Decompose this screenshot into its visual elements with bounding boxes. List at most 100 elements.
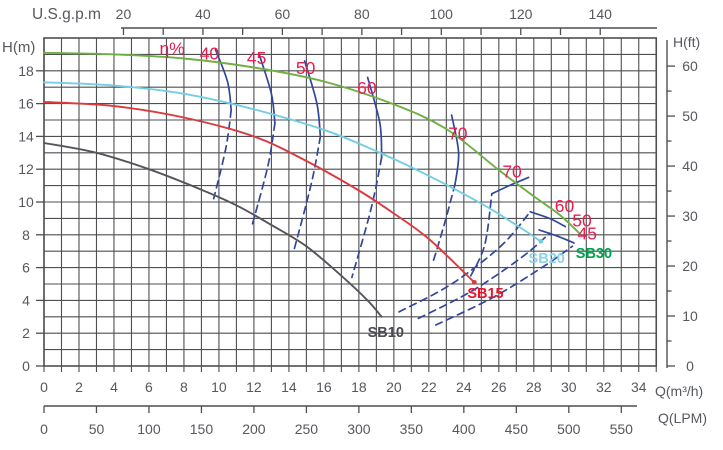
efficiency-label-45: 45 (578, 224, 597, 244)
top-tick-label: 60 (275, 6, 291, 22)
top-tick-label: 20 (116, 6, 132, 22)
efficiency-contour-60-dashed (351, 156, 383, 279)
left-tick-label: 0 (22, 358, 30, 374)
m3h-tick-label: 30 (561, 379, 577, 395)
efficiency-contour-45 (258, 53, 276, 125)
lpm-tick-label: 100 (137, 421, 161, 437)
curve-end-dot-SB15 (471, 279, 477, 285)
left-tick-label: 6 (22, 260, 30, 276)
m3h-tick-label: 4 (110, 379, 118, 395)
m3h-axis-title: Q(m³/h) (655, 383, 703, 399)
lpm-tick-label: 400 (452, 421, 476, 437)
right-tick-label: 20 (682, 258, 698, 274)
right-tick-label: 30 (682, 208, 698, 224)
m3h-tick-label: 20 (386, 379, 402, 395)
efficiency-contour-50 (303, 60, 322, 138)
lpm-tick-label: 500 (557, 421, 581, 437)
curve-label-SB15: SB15 (467, 286, 503, 302)
left-tick-label: 2 (22, 325, 30, 341)
curve-label-SB20: SB20 (529, 251, 565, 267)
lpm-tick-label: 450 (505, 421, 529, 437)
efficiency-contour-60 (366, 76, 383, 159)
efficiency-label-60: 60 (555, 196, 575, 216)
curve-SB15 (43, 101, 476, 284)
efficiency-contour-50 (538, 229, 575, 244)
right-tick-label: 50 (682, 108, 698, 124)
lpm-tick-label: 200 (242, 421, 266, 437)
m3h-tick-label: 6 (145, 379, 153, 395)
pump-curves (43, 51, 581, 318)
m3h-tick-label: 18 (351, 379, 367, 395)
efficiency-label-50: 50 (572, 211, 592, 231)
efficiency-contour-45-dashed (251, 122, 276, 226)
lpm-tick-label: 350 (400, 421, 424, 437)
efficiency-contour-60-dashed (398, 210, 532, 313)
left-tick-label: 18 (18, 63, 34, 79)
efficiency-contour-45-dashed (434, 245, 574, 326)
curve-label-SB10: SB10 (368, 325, 404, 341)
m3h-tick-label: 32 (596, 379, 612, 395)
lpm-tick-label: 50 (89, 421, 105, 437)
efficiency-label-40: 40 (200, 43, 220, 63)
efficiency-label-45: 45 (247, 48, 266, 68)
efficiency-label-70: 70 (448, 124, 468, 144)
curve-SB30 (43, 51, 581, 235)
m3h-tick-label: 34 (631, 379, 647, 395)
m3h-tick-label: 14 (281, 379, 297, 395)
left-tick-label: 12 (18, 161, 34, 177)
m3h-tick-label: 0 (40, 379, 48, 395)
efficiency-contour-70-dashed (431, 183, 456, 266)
efficiency-contour-70 (450, 114, 460, 185)
efficiency-label-70: 70 (502, 161, 522, 181)
m3h-tick-label: 10 (211, 379, 227, 395)
efficiency-contour-70-dashed (469, 192, 493, 277)
m3h-tick-label: 24 (456, 379, 472, 395)
right-tick-label: 60 (682, 58, 698, 74)
m3h-tick-label: 16 (316, 379, 332, 395)
axes: 20 40 60 80 100 120 14002468101214161801020304… (18, 6, 698, 437)
left-axis-title: H(m) (2, 39, 35, 56)
efficiency-label-ηpct: η% (159, 38, 184, 58)
top-tick-label: 140 (589, 6, 613, 22)
left-tick-label: 14 (18, 128, 34, 144)
curve-SB10 (43, 142, 383, 318)
m3h-tick-label: 26 (491, 379, 507, 395)
top-tick-label: 100 (430, 6, 454, 22)
lpm-tick-label: 300 (347, 421, 371, 437)
lpm-axis-title: Q(LPM) (658, 410, 707, 426)
lpm-tick-label: 250 (295, 421, 319, 437)
efficiency-contour-60 (529, 210, 567, 228)
left-tick-label: 8 (22, 227, 30, 243)
curve-end-dot-SB20 (538, 238, 544, 244)
m3h-tick-label: 22 (421, 379, 437, 395)
efficiency-contour-40-dashed (212, 109, 233, 200)
right-tick-label: 40 (682, 158, 698, 174)
m3h-tick-label: 28 (526, 379, 542, 395)
efficiency-contour-70 (490, 176, 530, 195)
efficiency-label-60: 60 (357, 78, 377, 98)
lpm-tick-label: 0 (40, 421, 48, 437)
right-tick-label: 10 (682, 308, 698, 324)
grid (43, 37, 658, 367)
m3h-tick-label: 8 (180, 379, 188, 395)
left-tick-label: 10 (18, 194, 34, 210)
curve-label-SB30: SB30 (576, 246, 612, 262)
right-axis-title: H(ft) (673, 34, 700, 50)
m3h-tick-label: 2 (75, 379, 83, 395)
top-tick-label: 40 (195, 6, 211, 22)
right-tick-label: 0 (686, 358, 694, 374)
lpm-tick-label: 550 (610, 421, 634, 437)
left-tick-label: 16 (18, 96, 34, 112)
lpm-tick-label: 150 (190, 421, 214, 437)
efficiency-label-50: 50 (296, 58, 316, 78)
curve-SB20 (43, 81, 542, 243)
efficiency-contour-50-dashed (293, 135, 322, 251)
left-tick-label: 4 (22, 292, 30, 308)
top-tick-label: 80 (354, 6, 370, 22)
m3h-tick-label: 12 (246, 379, 262, 395)
top-axis-title: U.S.g.p.m (32, 6, 101, 23)
top-tick-label: 120 (509, 6, 533, 22)
